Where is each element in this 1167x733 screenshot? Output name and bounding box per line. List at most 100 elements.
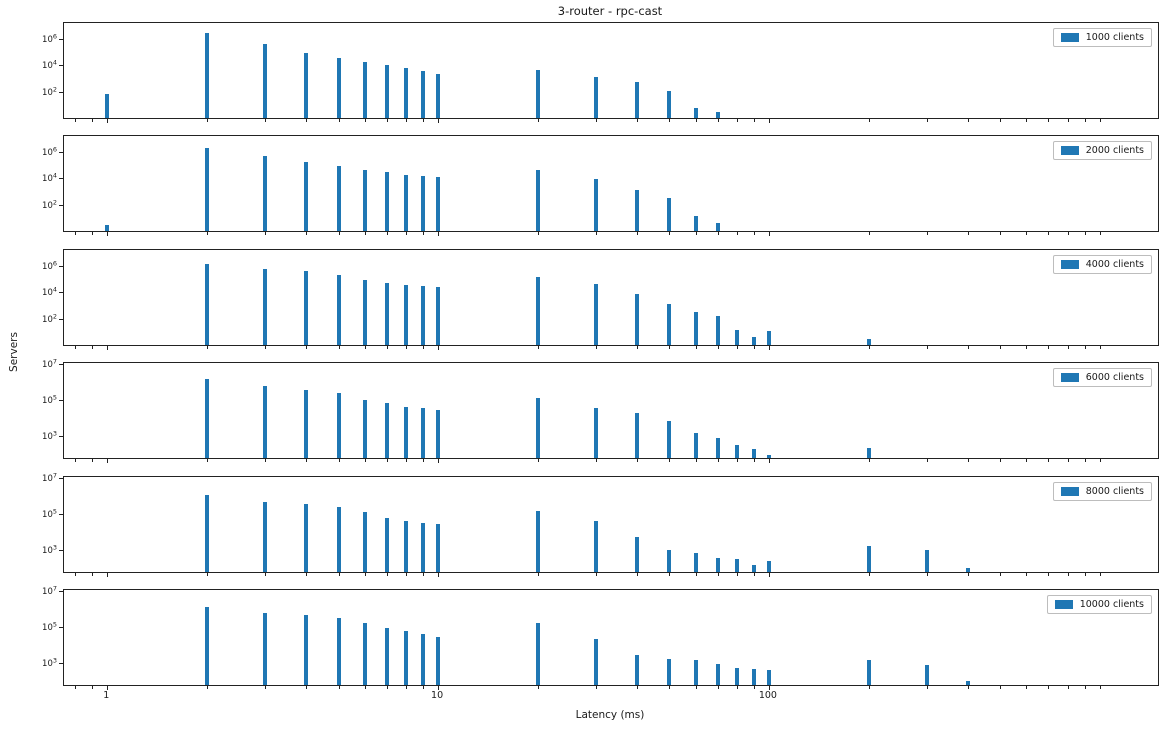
bar: [105, 93, 110, 118]
x-minor-tick-mark: [386, 686, 388, 689]
x-minor-tick-mark: [637, 119, 639, 122]
y-tick-label: 107: [42, 584, 57, 597]
x-minor-tick-mark: [92, 232, 94, 235]
y-tick-label: 102: [42, 197, 57, 211]
x-minor-tick-mark: [669, 573, 671, 576]
bar: [715, 316, 720, 345]
y-tick-label: 102: [42, 311, 57, 325]
x-minor-tick-mark: [1026, 119, 1028, 122]
bar: [204, 263, 209, 345]
x-minor-tick-mark: [338, 686, 340, 689]
x-minor-tick-mark: [968, 686, 970, 689]
x-minor-tick-mark: [753, 346, 755, 349]
x-minor-tick-mark: [265, 119, 267, 122]
x-minor-tick-mark: [595, 232, 597, 235]
bar: [693, 215, 698, 231]
y-tick-mark: [59, 38, 63, 40]
x-minor-tick-mark: [968, 119, 970, 122]
x-minor-tick-mark: [968, 573, 970, 576]
bar: [404, 631, 409, 685]
bar: [263, 43, 268, 118]
subplot-2000-clients: 2000 clients 106 104 102: [42, 135, 1159, 236]
bar: [304, 390, 309, 458]
x-minor-tick-mark: [1026, 232, 1028, 235]
x-minor-tick-mark: [695, 573, 697, 576]
x-minor-tick-mark: [75, 686, 77, 689]
y-tick-label: 104: [42, 58, 57, 72]
x-minor-tick-mark: [1099, 686, 1101, 689]
bar: [384, 403, 389, 458]
x-minor-tick-mark: [1067, 346, 1069, 349]
bar: [734, 667, 739, 685]
x-minor-tick-mark: [537, 686, 539, 689]
x-minor-tick-mark: [422, 119, 424, 122]
bar: [766, 454, 771, 458]
bar: [304, 161, 309, 231]
bar: [384, 172, 389, 231]
legend-swatch-icon: [1060, 487, 1079, 496]
subplot-10000-clients: 10000 clients 107 105 103: [42, 585, 1159, 690]
x-minor-tick-mark: [736, 119, 738, 122]
x-minor-tick-mark: [338, 459, 340, 462]
bar: [535, 510, 540, 572]
bar: [667, 303, 672, 345]
x-minor-tick-mark: [695, 119, 697, 122]
x-minor-tick-mark: [75, 232, 77, 235]
x-minor-tick-mark: [1067, 232, 1069, 235]
bar: [924, 665, 929, 685]
x-minor-tick-mark: [406, 232, 408, 235]
x-minor-tick-mark: [736, 232, 738, 235]
x-minor-tick-mark: [736, 459, 738, 462]
bar: [535, 69, 540, 118]
bar: [693, 432, 698, 458]
x-minor-tick-mark: [1099, 573, 1101, 576]
bar: [204, 32, 209, 118]
legend-label: 1000 clients: [1085, 32, 1144, 43]
x-axis-label: Latency (ms): [575, 709, 645, 721]
legend-label: 6000 clients: [1085, 372, 1144, 383]
subplot-4000-clients: 4000 clients 106 104 102: [42, 249, 1159, 350]
x-minor-tick-mark: [364, 232, 366, 235]
x-minor-tick-mark: [695, 459, 697, 462]
x-minor-tick-mark: [364, 119, 366, 122]
x-minor-tick-mark: [926, 119, 928, 122]
x-minor-tick-mark: [92, 119, 94, 122]
x-minor-tick-mark: [1048, 119, 1050, 122]
bar: [693, 107, 698, 118]
y-tick-label: 103: [42, 429, 57, 443]
bar: [635, 189, 640, 231]
x-major-tick-mark: [438, 686, 440, 690]
y-tick-mark: [59, 477, 63, 479]
legend: 2000 clients: [1052, 141, 1152, 160]
x-minor-tick-mark: [306, 232, 308, 235]
bar: [204, 495, 209, 572]
x-minor-tick-mark: [422, 686, 424, 689]
bar: [667, 198, 672, 231]
x-minor-tick-mark: [406, 573, 408, 576]
y-tick-mark: [59, 549, 63, 551]
x-major-tick-mark: [768, 459, 770, 463]
bar: [336, 166, 341, 231]
legend: 6000 clients: [1052, 368, 1152, 387]
x-minor-tick-mark: [364, 573, 366, 576]
bar: [635, 537, 640, 572]
bar: [362, 61, 367, 118]
bar: [751, 337, 756, 345]
x-minor-tick-mark: [386, 119, 388, 122]
bar: [715, 664, 720, 685]
x-minor-tick-mark: [926, 573, 928, 576]
x-minor-tick-mark: [868, 232, 870, 235]
x-minor-tick-mark: [926, 459, 928, 462]
bar: [420, 408, 425, 458]
bar: [404, 521, 409, 572]
x-minor-tick-mark: [265, 346, 267, 349]
x-minor-tick-mark: [265, 232, 267, 235]
x-minor-tick-mark: [206, 119, 208, 122]
legend-label: 4000 clients: [1085, 259, 1144, 270]
y-tick-mark: [59, 178, 63, 180]
bar: [751, 564, 756, 572]
x-major-tick-mark: [438, 232, 440, 236]
y-tick-label: 104: [42, 285, 57, 299]
x-major-tick-mark: [438, 573, 440, 577]
x-minor-tick-mark: [364, 346, 366, 349]
